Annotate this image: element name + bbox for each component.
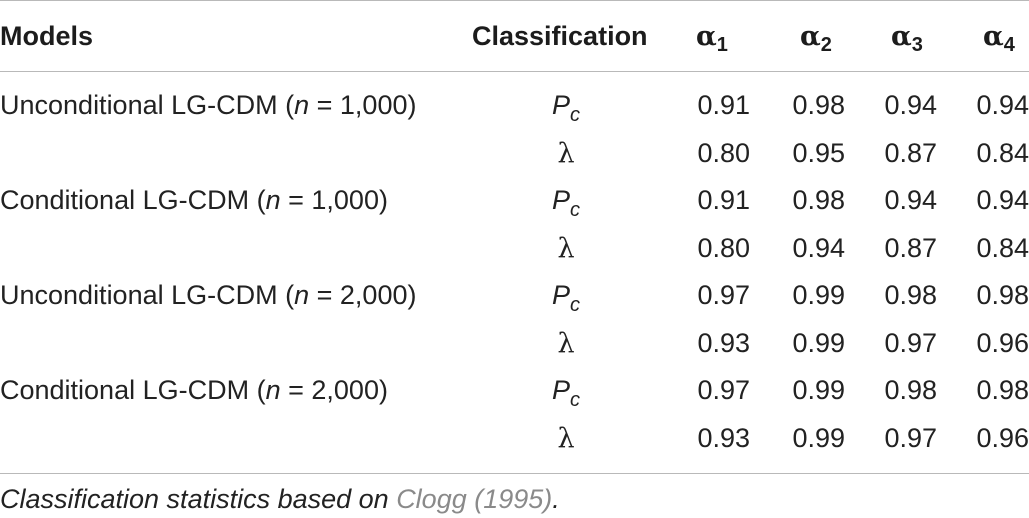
row-alpha-1-value: 0.80 [697, 232, 750, 263]
row-alpha-4-value: 0.84 [976, 232, 1029, 263]
row-classification-statistic: Pc [468, 280, 664, 317]
row-alpha-2-value: 0.99 [792, 375, 845, 405]
row-alpha-2-value: 0.99 [792, 327, 845, 358]
sample-size-variable: n [265, 185, 281, 215]
sample-size-variable: n [294, 90, 310, 120]
table-row: λ 0.93 0.99 0.97 0.96 [0, 423, 1029, 463]
row-alpha-2-value: 0.98 [792, 185, 845, 215]
row-model-label: Conditional LG-CDM (n = 1,000) [0, 185, 388, 216]
header-models: Models [0, 21, 94, 51]
row-alpha-3-value: 0.94 [884, 185, 937, 215]
table-top-rule [0, 0, 1029, 1]
model-name: Conditional LG-CDM ( [0, 375, 266, 405]
row-alpha-3-value: 0.87 [884, 232, 937, 263]
table-footnote: Classification statistics based on Clogg… [0, 484, 560, 515]
row-alpha-2-value: 0.94 [792, 232, 845, 263]
row-alpha-1-value: 0.91 [697, 185, 750, 215]
header-alpha-2: α2 [800, 21, 832, 57]
statistic-symbol: P [551, 375, 570, 405]
row-alpha-3-value: 0.94 [884, 90, 937, 120]
row-classification-statistic: λ [468, 233, 664, 270]
row-alpha-2-value: 0.99 [792, 422, 845, 453]
row-alpha-4-value: 0.84 [976, 137, 1029, 168]
row-alpha-4-value: 0.94 [976, 185, 1029, 215]
sample-size-value: = 2,000) [280, 375, 388, 405]
row-alpha-3-value: 0.97 [884, 422, 937, 453]
alpha-symbol: α [696, 21, 717, 52]
footnote-end: . [552, 484, 560, 514]
row-alpha-3-value: 0.98 [884, 280, 937, 310]
alpha-sub: 4 [1003, 34, 1015, 56]
statistic-symbol: λ [557, 232, 575, 264]
row-alpha-4-value: 0.96 [976, 422, 1029, 453]
table-row: Unconditional LG-CDM (n = 1,000) Pc 0.91 0.… [0, 90, 1029, 130]
sample-size-value: = 1,000) [280, 185, 388, 215]
row-alpha-4-value: 0.98 [976, 280, 1029, 310]
header-alpha-1: α1 [696, 21, 728, 57]
header-alpha-4: α4 [983, 21, 1015, 57]
statistic-subscript: c [570, 199, 580, 221]
table-header-row: Models Classification α1 α2 α3 α4 [0, 0, 1029, 71]
row-alpha-3-value: 0.87 [884, 137, 937, 168]
alpha-symbol: α [891, 21, 912, 52]
statistic-subscript: c [570, 104, 580, 126]
model-name: Unconditional LG-CDM ( [0, 280, 295, 310]
row-alpha-4-value: 0.98 [976, 375, 1029, 405]
sample-size-variable: n [265, 375, 281, 405]
row-model-label: Conditional LG-CDM (n = 2,000) [0, 375, 388, 406]
row-classification-statistic: Pc [468, 185, 664, 222]
row-model-label: Unconditional LG-CDM (n = 2,000) [0, 280, 416, 311]
row-alpha-2-value: 0.95 [792, 137, 845, 168]
row-model-label: Unconditional LG-CDM (n = 1,000) [0, 90, 416, 121]
alpha-sub: 2 [820, 34, 832, 56]
model-name: Unconditional LG-CDM ( [0, 90, 295, 120]
statistic-symbol: P [551, 280, 570, 310]
statistic-subscript: c [570, 294, 580, 316]
table-row: λ 0.93 0.99 0.97 0.96 [0, 328, 1029, 368]
model-name: Conditional LG-CDM ( [0, 185, 266, 215]
alpha-symbol: α [983, 21, 1004, 52]
row-alpha-3-value: 0.97 [884, 327, 937, 358]
table-bottom-rule [0, 473, 1029, 474]
row-alpha-1-value: 0.97 [697, 375, 750, 405]
statistic-symbol: P [551, 185, 570, 215]
row-classification-statistic: Pc [468, 375, 664, 412]
statistic-symbol: λ [557, 327, 575, 359]
statistic-subscript: c [570, 389, 580, 411]
statistic-symbol: λ [557, 137, 575, 169]
sample-size-value: = 2,000) [309, 280, 417, 310]
row-alpha-2-value: 0.98 [792, 90, 845, 120]
row-alpha-1-value: 0.80 [697, 137, 750, 168]
header-alpha-3: α3 [891, 21, 923, 57]
row-alpha-4-value: 0.96 [976, 327, 1029, 358]
statistic-symbol: P [551, 90, 570, 120]
alpha-sub: 1 [716, 34, 728, 56]
row-alpha-1-value: 0.93 [697, 422, 750, 453]
table-row: λ 0.80 0.95 0.87 0.84 [0, 138, 1029, 178]
row-alpha-1-value: 0.97 [697, 280, 750, 310]
sample-size-variable: n [294, 280, 310, 310]
table-row: Unconditional LG-CDM (n = 2,000) Pc 0.97 0.… [0, 280, 1029, 320]
table-row: Conditional LG-CDM (n = 1,000) Pc 0.91 0.98… [0, 185, 1029, 225]
table-row: λ 0.80 0.94 0.87 0.84 [0, 233, 1029, 273]
row-alpha-3-value: 0.98 [884, 375, 937, 405]
alpha-sub: 3 [911, 34, 923, 56]
row-alpha-1-value: 0.91 [697, 90, 750, 120]
row-alpha-4-value: 0.94 [976, 90, 1029, 120]
row-alpha-1-value: 0.93 [697, 327, 750, 358]
row-classification-statistic: Pc [468, 90, 664, 127]
row-classification-statistic: λ [468, 328, 664, 365]
header-classification: Classification [472, 21, 648, 51]
statistic-symbol: λ [557, 422, 575, 454]
alpha-symbol: α [800, 21, 821, 52]
table-header-rule [0, 71, 1029, 72]
row-alpha-2-value: 0.99 [792, 280, 845, 310]
footnote-reference-link[interactable]: Clogg (1995) [396, 484, 553, 514]
row-classification-statistic: λ [468, 423, 664, 460]
table-row: Conditional LG-CDM (n = 2,000) Pc 0.97 0.99… [0, 375, 1029, 415]
sample-size-value: = 1,000) [309, 90, 417, 120]
footnote-text: Classification statistics based on [0, 484, 397, 514]
row-classification-statistic: λ [468, 138, 664, 175]
